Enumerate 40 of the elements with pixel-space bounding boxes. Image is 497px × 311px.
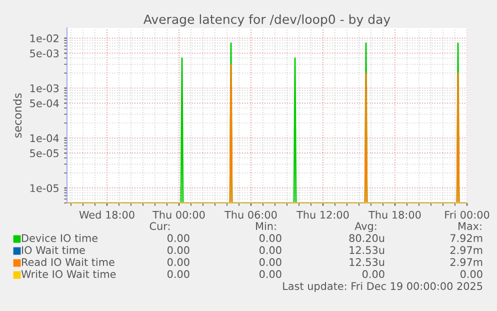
- legend-label: Write IO Wait time: [21, 270, 116, 278]
- text: 2.97m: [450, 258, 482, 266]
- text: Cur:: [150, 222, 170, 230]
- text: 12.53u: [350, 258, 384, 266]
- text: 0.00: [167, 246, 190, 254]
- text: 80.20u: [349, 234, 384, 242]
- x-tick-label: Thu 12:00: [296, 210, 349, 219]
- text: 0.00: [167, 234, 190, 242]
- y-axis-title: seconds: [13, 93, 22, 138]
- y-tick-label: 5e-04: [30, 99, 59, 108]
- text: Max:: [458, 222, 482, 230]
- text: 0.00: [460, 270, 482, 278]
- text: 2.97m: [450, 246, 482, 254]
- text: Avg:: [354, 222, 376, 232]
- y-tick-label: 1e-03: [30, 84, 59, 92]
- y-tick-label: 1e-04: [30, 134, 59, 142]
- legend-label: Device IO time: [22, 234, 98, 242]
- x-tick-label: Fri 00:00: [445, 210, 490, 219]
- y-tick-label: 5e-03: [30, 49, 59, 58]
- text: 0.00: [259, 246, 282, 254]
- chart-title: Average latency for /dev/loop0 - by day: [143, 14, 390, 26]
- text: 0.00: [259, 234, 282, 242]
- text: 0.00: [259, 270, 282, 278]
- text: 7.92m: [450, 234, 482, 242]
- x-tick-label: Thu 00:00: [152, 210, 205, 219]
- y-tick-label: 1e-02: [30, 34, 58, 42]
- x-tick-label: Thu 06:00: [224, 210, 277, 219]
- text: 0.00: [259, 258, 282, 266]
- text: 0.00: [362, 270, 384, 278]
- y-tick-label: 1e-05: [30, 184, 58, 192]
- text: 0.00: [167, 258, 190, 266]
- text: 0.00: [167, 270, 190, 278]
- legend-label: Read IO Wait time: [22, 258, 114, 266]
- y-tick-label: 5e-05: [30, 149, 58, 158]
- x-tick-label: Wed 18:00: [79, 210, 134, 219]
- x-tick-label: Thu 18:00: [368, 210, 421, 219]
- text: Min:: [256, 222, 276, 230]
- text: Last update: Fri Dec 19 00:00:00 2025: [283, 282, 482, 292]
- legend-label: IO Wait time: [22, 246, 85, 254]
- text: 12.53u: [350, 246, 384, 254]
